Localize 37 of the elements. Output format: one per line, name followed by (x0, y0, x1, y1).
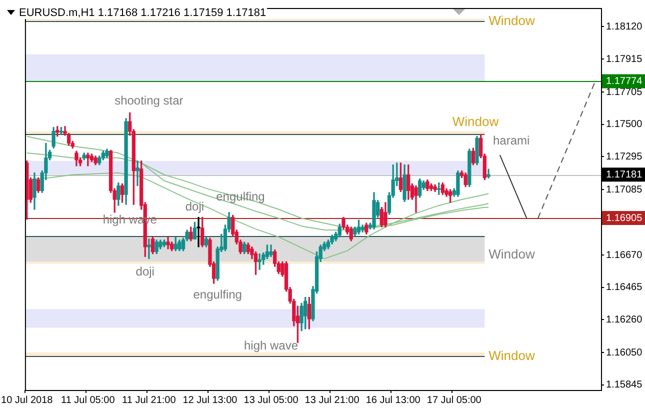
x-tick-label: 10 Jul 2018 (1, 394, 54, 406)
annotation: doji (136, 264, 154, 278)
y-tick-label: 1.17181 (606, 169, 643, 180)
y-tick-label: 1.17915 (606, 54, 643, 65)
annotation: engulfing (193, 287, 242, 302)
y-tick-label: 1.17295 (606, 151, 643, 162)
y-tick-label: 1.16260 (606, 314, 643, 326)
y-tick-label: 1.17705 (606, 86, 643, 98)
y-tick-label: 1.17085 (606, 184, 643, 196)
x-tick-label: 11 Jul 05:00 (61, 394, 116, 406)
annotation: high wave (244, 338, 298, 352)
x-tick-label: 12 Jul 13:00 (182, 394, 238, 406)
x-tick-label: 13 Jul 21:00 (304, 394, 360, 406)
x-tick-label: 11 Jul 21:00 (122, 394, 176, 406)
y-tick-label: 1.15845 (606, 380, 643, 391)
x-tick-label: 16 Jul 13:00 (366, 394, 421, 406)
y-tick-label: 1.16670 (606, 250, 643, 261)
y-tick-label: 1.16050 (606, 347, 643, 358)
ref-line-label: Window (488, 13, 536, 28)
annotation: harami (493, 133, 530, 148)
ref-line-label: Window (452, 114, 500, 130)
y-tick-label: 1.17774 (606, 76, 643, 87)
y-tick-label: 1.16905 (606, 212, 643, 224)
x-tick-label: 17 Jul 05:00 (426, 394, 482, 406)
y-tick-label: 1.16465 (606, 282, 643, 294)
candlestick (258, 253, 262, 270)
y-tick-label: 1.18120 (606, 21, 643, 32)
chart-title: EURUSD.m,H1 1.17168 1.17216 1.17159 1.17181 (18, 7, 268, 19)
ref-line-label: Window (488, 348, 536, 364)
annotation: doji (185, 199, 204, 214)
candlestick (147, 238, 151, 260)
candlestick (196, 216, 200, 248)
y-tick-label: 1.17500 (606, 119, 643, 130)
candlestick (136, 160, 140, 186)
x-tick-label: 13 Jul 05:00 (244, 394, 299, 406)
annotation: shooting star (114, 93, 184, 108)
band-label: Window (488, 246, 536, 262)
